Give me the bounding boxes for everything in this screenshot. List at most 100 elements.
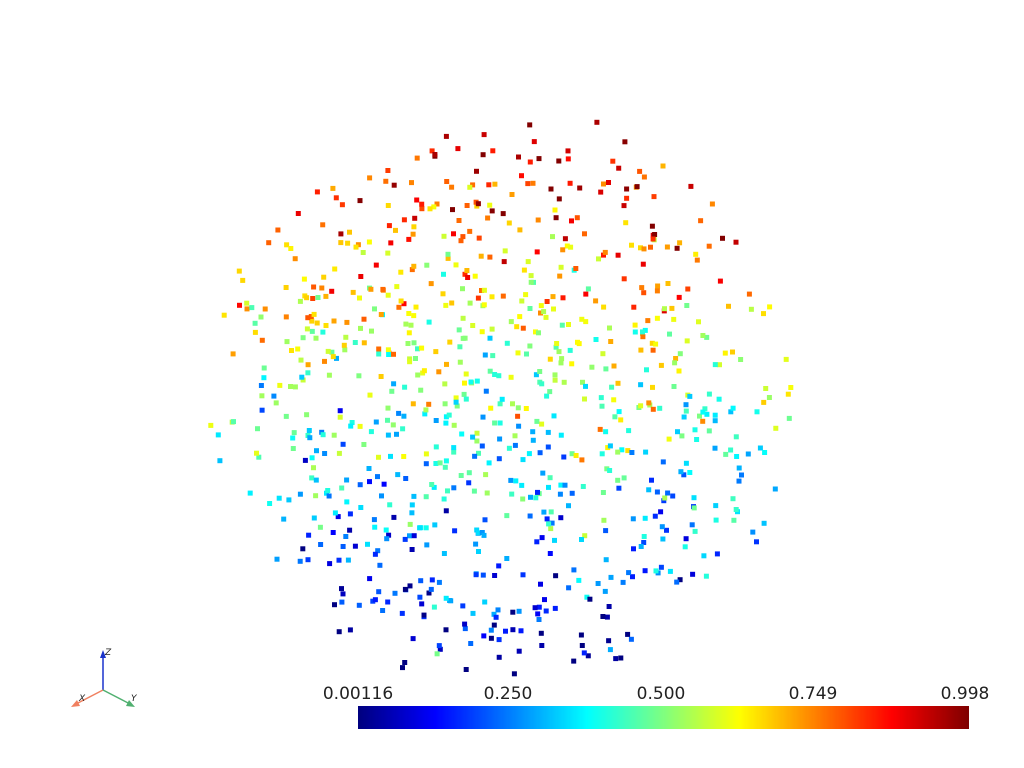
point bbox=[409, 510, 415, 516]
point bbox=[511, 671, 517, 677]
point bbox=[496, 456, 502, 462]
point bbox=[385, 292, 391, 298]
point bbox=[313, 335, 319, 341]
point bbox=[544, 393, 550, 399]
point bbox=[573, 266, 579, 271]
point bbox=[489, 294, 495, 300]
point bbox=[377, 562, 383, 568]
point bbox=[339, 599, 345, 605]
point bbox=[653, 341, 659, 347]
point bbox=[502, 248, 508, 254]
point bbox=[538, 310, 543, 316]
y-axis-arrow bbox=[126, 700, 135, 707]
point bbox=[453, 262, 459, 268]
point bbox=[524, 351, 529, 357]
point bbox=[463, 396, 469, 402]
point bbox=[531, 139, 537, 145]
point bbox=[451, 422, 457, 428]
point bbox=[385, 417, 390, 423]
point bbox=[559, 356, 565, 362]
point bbox=[273, 400, 279, 406]
point bbox=[547, 551, 553, 556]
point bbox=[783, 356, 789, 362]
point bbox=[352, 543, 358, 549]
point bbox=[490, 148, 496, 154]
point bbox=[561, 379, 567, 385]
point bbox=[283, 285, 289, 290]
point bbox=[728, 409, 734, 415]
point bbox=[470, 434, 476, 440]
point bbox=[456, 218, 462, 223]
point bbox=[426, 401, 432, 407]
point bbox=[734, 454, 740, 459]
point bbox=[408, 322, 414, 328]
point bbox=[423, 494, 429, 500]
point bbox=[608, 339, 614, 344]
point bbox=[611, 397, 617, 403]
point bbox=[545, 429, 551, 435]
point bbox=[603, 429, 609, 435]
point bbox=[722, 350, 728, 356]
point bbox=[340, 591, 346, 597]
point bbox=[580, 379, 585, 385]
point bbox=[339, 586, 344, 592]
point bbox=[654, 288, 660, 294]
scalar-bar-tick-max: 0.998 bbox=[940, 684, 990, 704]
point bbox=[259, 337, 265, 343]
point bbox=[332, 510, 338, 516]
point bbox=[423, 451, 429, 457]
point bbox=[567, 347, 573, 353]
point bbox=[473, 541, 479, 547]
point bbox=[429, 148, 435, 154]
point bbox=[474, 168, 479, 174]
point bbox=[692, 528, 698, 534]
point bbox=[470, 182, 476, 188]
point bbox=[497, 436, 503, 442]
point bbox=[335, 514, 341, 520]
point bbox=[562, 482, 568, 488]
point bbox=[641, 540, 647, 545]
point bbox=[436, 369, 442, 375]
point bbox=[343, 334, 349, 340]
point bbox=[628, 636, 634, 642]
point bbox=[409, 180, 414, 186]
point bbox=[208, 422, 214, 428]
point bbox=[553, 344, 559, 350]
point bbox=[367, 175, 373, 181]
point bbox=[262, 306, 268, 312]
point bbox=[462, 380, 467, 386]
point bbox=[697, 413, 702, 419]
point bbox=[373, 419, 379, 425]
point bbox=[552, 207, 558, 213]
point bbox=[411, 533, 417, 539]
point bbox=[652, 513, 658, 519]
point bbox=[653, 568, 659, 574]
point bbox=[347, 627, 353, 633]
point bbox=[482, 352, 488, 358]
point bbox=[401, 217, 407, 223]
point bbox=[681, 472, 687, 478]
point bbox=[369, 328, 374, 334]
point bbox=[284, 242, 290, 248]
point bbox=[332, 602, 337, 608]
point bbox=[638, 382, 644, 388]
point bbox=[631, 546, 636, 552]
point bbox=[431, 484, 437, 490]
point bbox=[773, 425, 779, 431]
point bbox=[467, 228, 473, 234]
point bbox=[579, 316, 585, 322]
point bbox=[423, 461, 429, 467]
point bbox=[349, 420, 355, 425]
point bbox=[426, 590, 432, 596]
point bbox=[348, 423, 354, 429]
x-axis-line bbox=[75, 689, 104, 705]
point bbox=[516, 648, 522, 654]
point bbox=[641, 246, 647, 252]
point bbox=[347, 511, 353, 517]
point bbox=[254, 450, 259, 456]
point bbox=[286, 497, 292, 503]
point bbox=[389, 388, 395, 394]
point bbox=[674, 245, 680, 251]
point bbox=[331, 318, 337, 324]
